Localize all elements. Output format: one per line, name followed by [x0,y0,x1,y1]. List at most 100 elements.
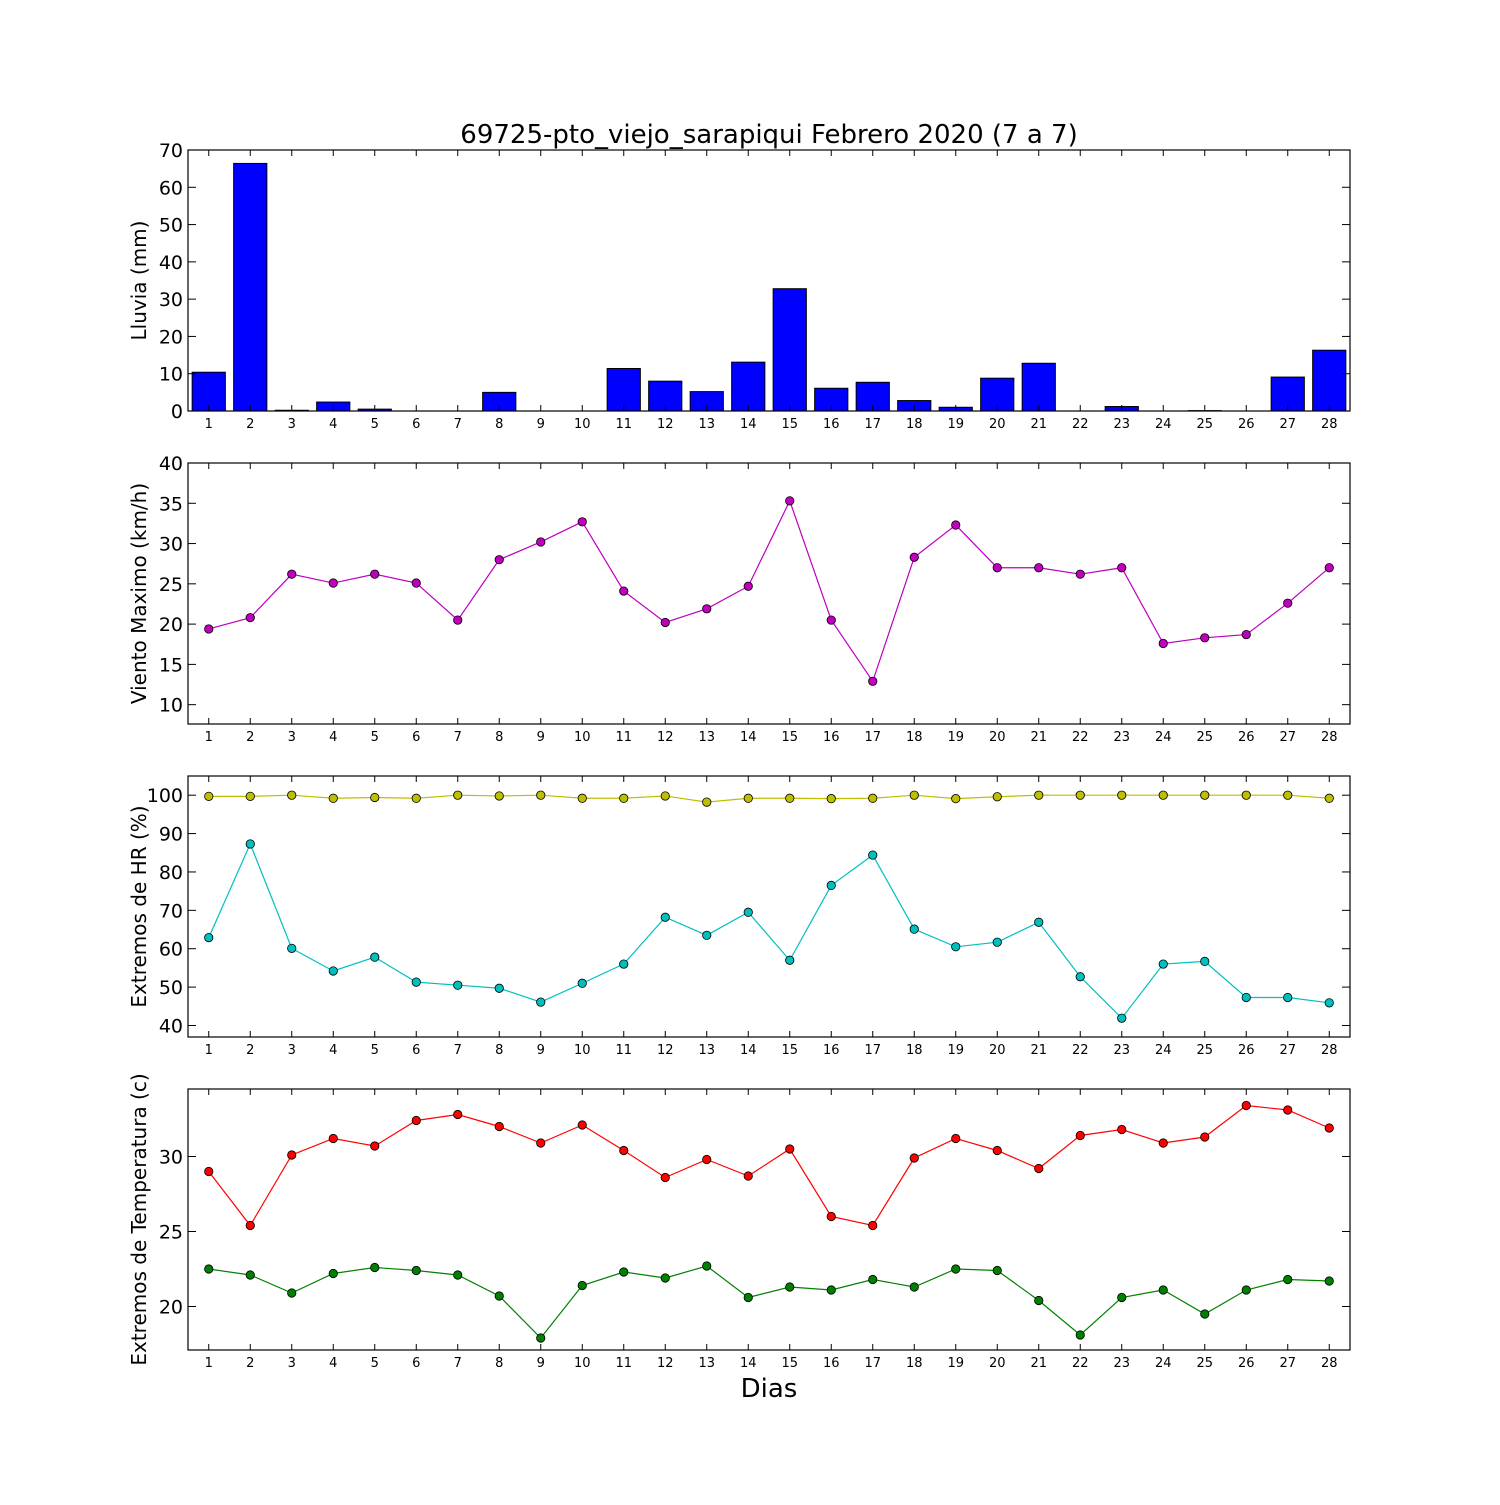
x-tick-label: 10 [574,730,591,745]
point-series-1-day-16 [827,616,835,624]
y-tick-label: 40 [159,252,183,274]
y-tick-label: 70 [159,140,183,162]
x-tick-label: 20 [989,730,1006,745]
point-series-2-day-1 [205,933,213,941]
point-series-1-day-9 [537,538,545,546]
x-tick-label: 7 [454,1356,462,1371]
point-series-1-day-5 [371,793,379,801]
y-tick-label: 10 [159,695,183,717]
point-series-2-day-26 [1242,993,1250,1001]
point-series-1-day-21 [1035,564,1043,572]
point-series-1-day-19 [952,794,960,802]
x-tick-label: 21 [1030,1043,1047,1058]
point-series-1-day-7 [454,1110,462,1118]
point-series-2-day-10 [578,1281,586,1289]
x-tick-label: 20 [989,417,1006,432]
point-series-2-day-9 [537,998,545,1006]
point-series-1-day-18 [910,1154,918,1162]
x-tick-label: 26 [1238,1356,1255,1371]
point-series-2-day-8 [495,984,503,992]
y-tick-label: 40 [159,453,183,475]
point-series-2-day-28 [1325,1277,1333,1285]
x-tick-label: 11 [615,730,632,745]
point-series-1-day-10 [578,518,586,526]
x-tick-label: 4 [329,730,337,745]
point-series-1-day-22 [1076,791,1084,799]
point-series-2-day-15 [786,956,794,964]
point-series-2-day-13 [703,1262,711,1270]
point-series-1-day-13 [703,798,711,806]
point-series-1-day-3 [288,791,296,799]
point-series-1-day-14 [744,1172,752,1180]
point-series-1-day-23 [1118,791,1126,799]
point-series-1-day-4 [329,1134,337,1142]
x-tick-label: 18 [906,417,923,432]
point-series-2-day-26 [1242,1286,1250,1294]
x-tick-label: 25 [1196,417,1213,432]
point-series-1-day-12 [661,1173,669,1181]
point-series-2-day-23 [1118,1014,1126,1022]
point-series-1-day-24 [1159,791,1167,799]
y-tick-label: 50 [159,977,183,999]
y-tick-label: 35 [159,493,183,515]
bar-day-21 [1022,363,1055,411]
x-tick-label: 3 [288,1356,296,1371]
point-series-1-day-18 [910,553,918,561]
point-series-1-day-24 [1159,1139,1167,1147]
x-tick-label: 24 [1155,1356,1172,1371]
x-tick-label: 2 [246,730,254,745]
point-series-1-day-20 [993,564,1001,572]
y-tick-label: 25 [159,574,183,596]
point-series-1-day-15 [786,1145,794,1153]
x-tick-label: 26 [1238,730,1255,745]
x-tick-label: 23 [1113,1356,1130,1371]
point-series-1-day-20 [993,793,1001,801]
x-tick-label: 5 [371,1043,379,1058]
y-tick-label: 90 [159,824,183,846]
point-series-1-day-13 [703,1155,711,1163]
point-series-2-day-12 [661,913,669,921]
x-tick-label: 8 [495,730,503,745]
x-tick-label: 23 [1113,730,1130,745]
x-tick-label: 8 [495,1043,503,1058]
x-tick-label: 18 [906,1356,923,1371]
x-tick-label: 15 [781,417,798,432]
point-series-1-day-9 [537,791,545,799]
point-series-2-day-11 [620,960,628,968]
point-series-2-day-22 [1076,1331,1084,1339]
point-series-2-day-14 [744,908,752,916]
y-tick-label: 25 [159,1222,183,1244]
point-series-1-day-21 [1035,1164,1043,1172]
point-series-1-day-13 [703,605,711,613]
y-axis-label: Viento Maximo (km/h) [127,483,151,704]
x-tick-label: 12 [657,730,674,745]
point-series-1-day-6 [412,579,420,587]
x-tick-label: 14 [740,1043,757,1058]
x-tick-label: 12 [657,417,674,432]
x-tick-label: 16 [823,1043,840,1058]
y-tick-label: 20 [159,614,183,636]
x-tick-label: 7 [454,417,462,432]
x-tick-label: 13 [698,417,715,432]
point-series-1-day-11 [620,1146,628,1154]
point-series-1-day-8 [495,1122,503,1130]
point-series-1-day-1 [205,792,213,800]
x-tick-label: 12 [657,1356,674,1371]
y-tick-label: 50 [159,215,183,237]
point-series-2-day-10 [578,979,586,987]
point-series-2-day-22 [1076,973,1084,981]
point-series-1-day-16 [827,1212,835,1220]
x-tick-label: 18 [906,730,923,745]
point-series-2-day-12 [661,1274,669,1282]
x-tick-label: 9 [537,730,545,745]
x-tick-label: 12 [657,1043,674,1058]
point-series-1-day-25 [1201,791,1209,799]
point-series-2-day-1 [205,1265,213,1273]
point-series-1-day-17 [869,1221,877,1229]
x-tick-label: 6 [412,1043,420,1058]
x-tick-label: 1 [205,1043,213,1058]
x-tick-label: 17 [864,417,881,432]
point-series-2-day-17 [869,851,877,859]
x-tick-label: 7 [454,1043,462,1058]
